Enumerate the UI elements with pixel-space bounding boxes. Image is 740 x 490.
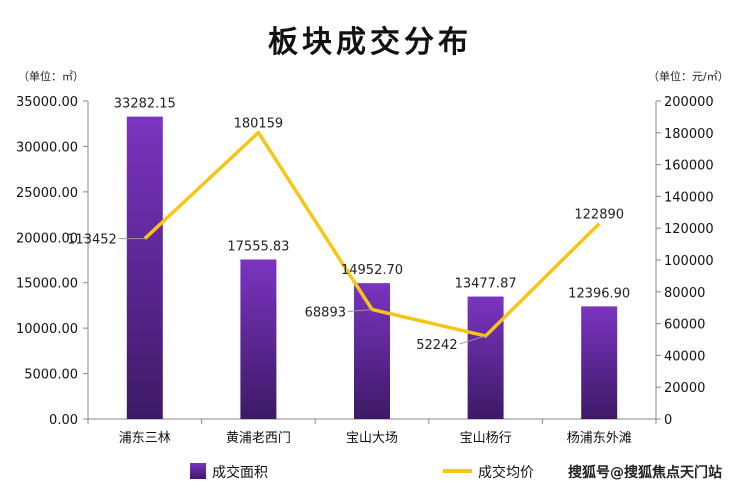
right-tick-label: 140000 [664,190,714,205]
bar-3 [354,283,390,419]
right-tick-label: 0 [664,413,672,428]
bar-1 [126,116,163,419]
left-tick-label: 15000.00 [16,277,78,292]
category-label: 宝山大场 [346,431,398,446]
bar-value-label: 13477.87 [455,277,517,292]
category-label: 黄浦老西门 [226,431,291,446]
leader-line [459,335,486,345]
leader-line [347,308,373,312]
line-value-label: 68893 [305,305,346,320]
right-axis-unit: （单位：元/㎡） [648,69,729,83]
bar-value-label: 14952.70 [341,263,403,278]
bar-2 [240,259,277,419]
line-value-label: 122890 [574,208,624,223]
left-tick-label: 0.00 [49,413,78,428]
category-label: 浦东三林 [119,431,171,446]
right-tick-label: 120000 [664,222,714,237]
left-axis-unit: （单位：㎡） [18,69,84,83]
bar-5 [581,306,618,419]
line-value-label: 52242 [416,338,457,353]
legend-swatch-bar [190,463,206,479]
category-label: 宝山杨行 [460,431,512,446]
right-tick-label: 20000 [664,381,705,396]
right-tick-label: 200000 [664,95,714,110]
left-tick-label: 35000.00 [16,95,78,110]
left-tick-label: 25000.00 [16,186,78,201]
right-tick-label: 40000 [664,349,705,364]
watermark: 搜狐号@搜狐焦点天门站 [568,464,722,481]
right-tick-label: 80000 [664,286,705,301]
legend-label-bar: 成交面积 [212,464,268,481]
bar-value-label: 17555.83 [227,239,289,254]
line-value-label: 180159 [234,117,284,132]
category-label: 杨浦东外滩 [567,431,632,446]
bar-value-label: 12396.90 [568,286,630,301]
left-tick-label: 10000.00 [16,322,78,337]
left-tick-label: 5000.00 [24,368,78,383]
right-tick-label: 60000 [664,318,705,333]
left-tick-label: 30000.00 [16,140,78,155]
right-tick-label: 160000 [664,159,714,174]
line-value-label: 113452 [67,233,117,248]
chart-title: 板块成交分布 [268,25,472,60]
right-tick-label: 100000 [664,254,714,269]
bar-4 [467,296,504,419]
right-tick-label: 180000 [664,127,714,142]
left-tick-label: 20000.00 [16,231,78,246]
bar-value-label: 33282.15 [114,97,176,112]
legend-label-line: 成交均价 [478,464,534,481]
